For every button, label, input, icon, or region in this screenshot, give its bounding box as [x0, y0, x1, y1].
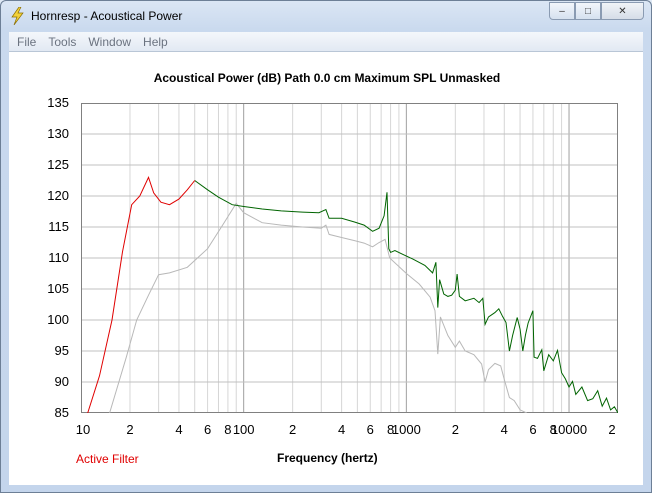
x-tick-label: 8 [549, 422, 557, 437]
x-tick-label: 10 [75, 422, 91, 437]
x-tick-label: 4 [500, 422, 508, 437]
x-tick-label: 2 [608, 422, 616, 437]
chart-title: Acoustical Power (dB) Path 0.0 cm Maximu… [153, 71, 501, 85]
x-tick-label: 6 [366, 422, 374, 437]
x-tick-label: 2 [451, 422, 459, 437]
plot-area: Acoustical Power (dB) Path 0.0 cm Maximu… [9, 52, 643, 485]
y-tick-label: 90 [54, 374, 69, 389]
x-tick-label: 6 [529, 422, 537, 437]
active-filter-label[interactable]: Active Filter [76, 452, 139, 466]
x-tick-label: 8 [386, 422, 395, 437]
x-tick-label: 2 [126, 422, 134, 437]
y-tick-label: 115 [48, 219, 69, 234]
x-tick-label: 10000 [550, 422, 588, 437]
y-tick-label: 110 [48, 250, 69, 265]
y-tick-label: 120 [47, 188, 69, 203]
x-tick-label: 1000 [391, 422, 421, 437]
menu-file[interactable]: File [17, 34, 37, 49]
x-tick-label: 4 [337, 422, 346, 437]
series-red-line [87, 176, 196, 413]
menu-bar: File Tools Window Help [9, 32, 643, 52]
plot-frame [81, 103, 618, 413]
maximize-icon: □ [584, 5, 592, 17]
menu-tools[interactable]: Tools [48, 34, 77, 49]
x-tick-label: 4 [175, 422, 183, 437]
y-tick-label: 135 [47, 95, 69, 110]
x-tick-label: 100 [232, 422, 255, 437]
x-tick-label: 2 [289, 422, 297, 437]
lightning-bolt-icon [11, 7, 24, 25]
minimize-icon: – [559, 5, 565, 17]
y-tick-label: 85 [54, 405, 69, 420]
minimize-button[interactable]: – [549, 2, 575, 20]
series-green-line [194, 180, 618, 413]
acoustical-power-chart [81, 103, 618, 413]
menu-help[interactable]: Help [143, 34, 168, 49]
menu-window[interactable]: Window [88, 34, 132, 49]
x-tick-label: 6 [203, 422, 212, 437]
y-tick-label: 100 [47, 312, 69, 327]
y-tick-label: 105 [47, 281, 69, 296]
y-tick-label: 95 [54, 343, 69, 358]
y-tick-label: 125 [47, 157, 69, 172]
close-button[interactable]: ✕ [601, 2, 644, 20]
series-grey-line [109, 202, 528, 413]
x-axis-label: Frequency (hertz) [277, 451, 378, 465]
title-bar[interactable]: Hornresp - Acoustical Power – □ ✕ [1, 1, 651, 31]
x-tick-label: 8 [224, 422, 232, 437]
close-icon: ✕ [618, 5, 627, 17]
maximize-button[interactable]: □ [575, 2, 601, 20]
window-title: Hornresp - Acoustical Power [31, 9, 183, 23]
y-tick-label: 130 [47, 126, 69, 141]
